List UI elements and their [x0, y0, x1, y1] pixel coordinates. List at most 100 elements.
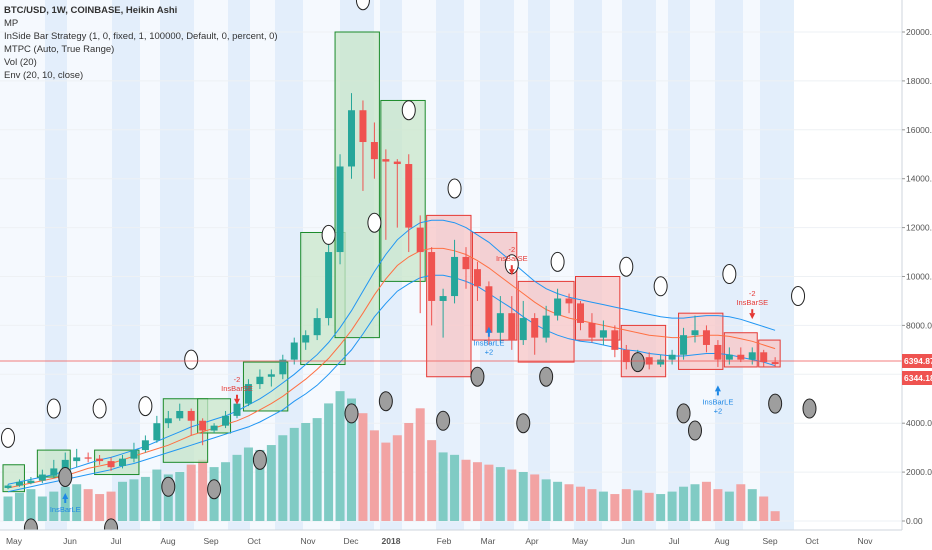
- time-tick-label: Feb: [437, 536, 452, 546]
- volume-bar: [106, 491, 116, 521]
- candle-body: [141, 440, 149, 451]
- candle-body: [15, 481, 23, 486]
- time-axis[interactable]: May Jun Jul Aug Sep Oct Nov Dec 2018 Feb Mar Apr May…: [6, 536, 873, 546]
- candle-body: [176, 410, 184, 419]
- price-tick-label: 20000.00: [906, 27, 932, 37]
- signal-arrow-up: [485, 326, 492, 333]
- volume-bar: [404, 423, 414, 521]
- time-tick-label: May: [572, 536, 589, 546]
- indicator-inside-bar-strategy[interactable]: InSide Bar Strategy (1, 0, fixed, 1, 100…: [4, 31, 278, 42]
- candle-body: [359, 110, 367, 143]
- signal-label: InsBarLE: [50, 505, 81, 514]
- pivot-low-circle: [688, 420, 702, 441]
- time-tick-label: Jun: [63, 536, 77, 546]
- candle-body: [416, 227, 424, 253]
- pivot-low-circle: [344, 403, 359, 424]
- time-tick-label: Apr: [525, 536, 538, 546]
- time-tick-label: Jul: [111, 536, 122, 546]
- indicator-volume[interactable]: Vol (20): [4, 57, 37, 68]
- price-tick-label: 2000.00: [906, 467, 932, 477]
- volume-bar: [266, 445, 276, 521]
- symbol-title[interactable]: BTC/USD, 1W, COINBASE, Heikin Ashi: [4, 5, 178, 16]
- time-tick-label: Mar: [481, 536, 496, 546]
- volume-bar: [621, 489, 631, 521]
- indicator-mp[interactable]: MP: [4, 18, 19, 29]
- volume-bar: [381, 442, 391, 521]
- price-tick-label: 18000.00: [906, 76, 932, 86]
- session-band: [574, 0, 602, 530]
- volume-bar: [736, 484, 746, 521]
- candle-body: [84, 457, 92, 459]
- time-tick-label: 2018: [382, 536, 401, 546]
- volume-bar: [656, 494, 666, 521]
- volume-bar: [507, 469, 517, 521]
- volume-bar: [324, 403, 334, 521]
- signal-arrow-up: [714, 385, 721, 392]
- pivot-high-circle: [791, 286, 806, 307]
- volume-bar: [770, 511, 780, 521]
- envelope-lower-line: [7, 274, 776, 493]
- volume-bar: [415, 408, 425, 521]
- candle-body: [657, 359, 665, 365]
- volume-bar: [576, 486, 585, 521]
- volume-bar: [438, 452, 448, 521]
- volume-bar: [83, 489, 93, 521]
- time-tick-label: Aug: [160, 536, 175, 546]
- volume-bar: [610, 494, 620, 521]
- pivot-high-circle: [550, 251, 565, 272]
- indicator-envelope[interactable]: Env (20, 10, close): [4, 70, 84, 81]
- pivot-low-circle: [252, 449, 267, 470]
- candle-body: [496, 313, 504, 333]
- pivot-high-circle: [722, 264, 737, 285]
- candle-body: [668, 354, 676, 360]
- pivot-low-circle: [161, 476, 176, 497]
- volume-bar: [564, 484, 574, 521]
- candle-body: [531, 318, 539, 338]
- candle-body: [382, 159, 390, 162]
- volume-bar: [60, 486, 70, 521]
- time-tick-label: Nov: [857, 536, 873, 546]
- signal-arrow-down: [508, 269, 515, 276]
- time-tick-label: Sep: [203, 536, 218, 546]
- pivot-high-circle: [138, 396, 153, 417]
- signal-label: -2: [508, 245, 515, 254]
- volume-bar: [49, 491, 59, 521]
- signal-arrow-down: [234, 398, 240, 405]
- volume-bar: [427, 440, 437, 521]
- price-axis-background[interactable]: [902, 0, 932, 530]
- candle-body: [290, 342, 298, 360]
- pivot-low-circle: [539, 366, 554, 387]
- candle-body: [542, 315, 550, 338]
- candle-body: [164, 418, 172, 424]
- pivot-low-circle: [676, 403, 691, 424]
- volume-bar: [186, 464, 196, 521]
- price-tick-label: 0.00: [906, 516, 923, 526]
- candle-body: [577, 303, 584, 323]
- indicator-mtpc[interactable]: MTPC (Auto, True Range): [4, 44, 115, 55]
- volume-bar: [724, 491, 734, 521]
- candle-body: [244, 384, 252, 404]
- volume-bar: [587, 489, 597, 521]
- pivot-high-circle: [619, 256, 634, 277]
- volume-bar: [129, 479, 139, 521]
- volume-bar: [3, 496, 13, 521]
- volume-bar: [152, 469, 162, 521]
- candle-body: [199, 420, 207, 431]
- pivot-low-circle: [378, 391, 393, 412]
- price-tag: [902, 354, 932, 368]
- candle-body: [96, 458, 104, 462]
- candle-body: [187, 410, 195, 421]
- heikin-ashi-candles[interactable]: [4, 93, 779, 490]
- volume-bar: [392, 435, 402, 521]
- pivot-low-circle: [516, 413, 531, 434]
- time-tick-label: Sep: [762, 536, 777, 546]
- pivot-high-circle: [184, 349, 199, 370]
- candle-body: [737, 354, 745, 360]
- time-axis-background[interactable]: [0, 530, 932, 550]
- volume-bar: [369, 430, 379, 521]
- volume-bar: [335, 391, 345, 521]
- price-tick-label: 10000.00: [906, 272, 932, 282]
- volume-bar: [163, 474, 173, 521]
